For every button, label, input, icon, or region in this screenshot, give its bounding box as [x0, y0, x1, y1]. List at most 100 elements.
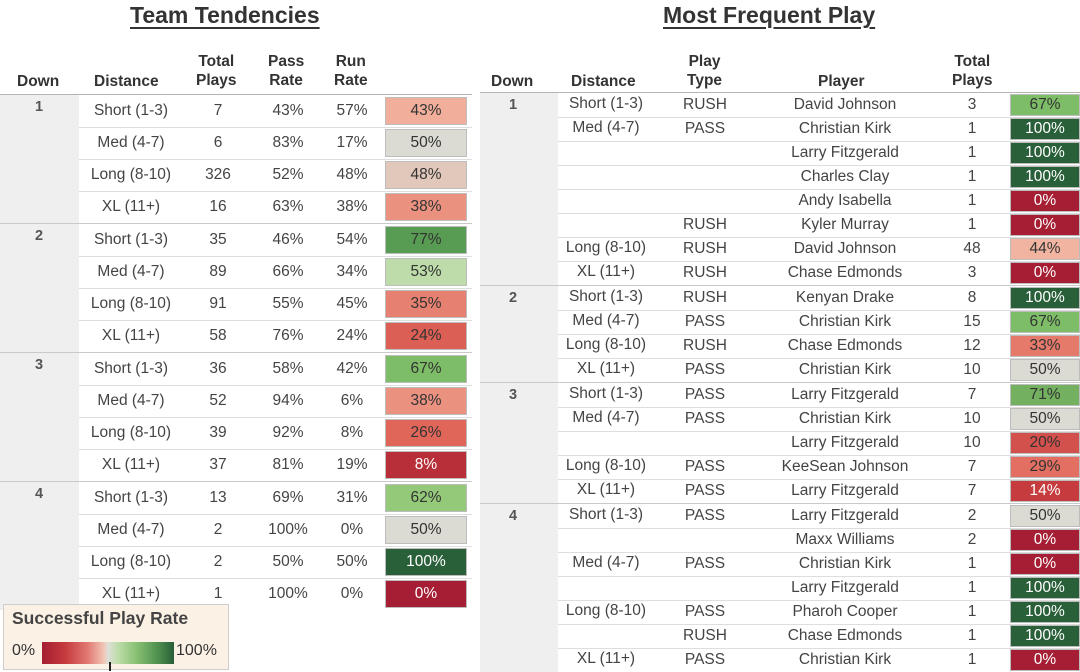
distance-cell: [558, 141, 654, 165]
table-row: Larry Fitzgerald 1 100%: [480, 141, 1080, 165]
success-rate-cell: 100%: [1010, 166, 1080, 188]
right-header-down: Down: [491, 73, 534, 90]
play-type-cell: RUSH: [683, 337, 727, 354]
distance-cell: Med (4-7): [572, 554, 640, 571]
total-plays-cell: 326: [205, 166, 231, 183]
total-plays-cell: 1: [967, 120, 977, 137]
success-rate-cell: 38%: [385, 387, 467, 415]
success-rate-cell: 50%: [1010, 408, 1080, 430]
total-plays-cell: 10: [963, 361, 981, 378]
distance-cell: Long (8-10): [565, 457, 647, 474]
pass-rate-cell: 100%: [268, 521, 308, 538]
table-row: Med (4-7) PASS Christian Kirk 10 50%: [480, 407, 1080, 431]
table-row: XL (11+) PASS Larry Fitzgerald 7 14%: [480, 479, 1080, 503]
player-cell: Kenyan Drake: [795, 289, 895, 306]
down-group: 1 Short (1-3) 7 43% 57% 43% Med (4-7) 6 83% 17% 50…: [0, 94, 472, 223]
table-row: Med (4-7) 52 94% 6% 38%: [0, 385, 472, 417]
distance-cell: Long (8-10): [90, 166, 172, 183]
total-plays-cell: 2: [967, 507, 977, 524]
success-rate-cell: 50%: [385, 516, 467, 544]
down-label: 2: [35, 228, 44, 244]
distance-cell: Short (1-3): [568, 288, 644, 305]
run-rate-cell: 54%: [336, 231, 368, 248]
player-cell: Christian Kirk: [798, 120, 892, 137]
total-plays-cell: 91: [209, 295, 227, 312]
player-cell: KeeSean Johnson: [781, 458, 909, 475]
down-group-background: [0, 482, 79, 610]
distance-cell: Med (4-7): [97, 392, 165, 409]
table-row: XL (11+) PASS Christian Kirk 1 0%: [480, 648, 1080, 672]
table-row: Long (8-10) 91 55% 45% 35%: [0, 288, 472, 320]
success-rate-cell: 100%: [385, 548, 467, 576]
total-plays-cell: 10: [963, 410, 981, 427]
distance-cell: Med (4-7): [572, 119, 640, 136]
success-rate-cell: 29%: [1010, 456, 1080, 478]
pass-rate-cell: 83%: [272, 134, 304, 151]
success-rate-cell: 100%: [1010, 601, 1080, 623]
distance-cell: [558, 528, 654, 552]
right-header-player: Player: [818, 73, 865, 90]
total-plays-cell: 1: [967, 555, 977, 572]
total-plays-cell: 1: [967, 168, 977, 185]
distance-cell: Long (8-10): [565, 239, 647, 256]
play-type-cell: RUSH: [683, 289, 727, 306]
legend-min-label: 0%: [12, 642, 36, 659]
play-type-cell: PASS: [684, 120, 726, 137]
table-row: XL (11+) 1 100% 0% 0%: [0, 578, 472, 610]
distance-cell: [558, 165, 654, 189]
success-rate-cell: 71%: [1010, 384, 1080, 406]
table-row: Andy Isabella 1 0%: [480, 189, 1080, 213]
table-row: XL (11+) 37 81% 19% 8%: [0, 449, 472, 481]
run-rate-cell: 19%: [336, 456, 368, 473]
total-plays-cell: 1: [967, 579, 977, 596]
table-row: Med (4-7) PASS Christian Kirk 1 0%: [480, 552, 1080, 576]
down-label: 2: [509, 290, 518, 306]
total-plays-cell: 15: [963, 313, 981, 330]
success-rate-cell: 0%: [1010, 649, 1080, 671]
success-rate-cell: 24%: [385, 322, 467, 350]
down-group: 1 Short (1-3) RUSH David Johnson 3 67% Med (4-…: [480, 92, 1080, 285]
left-chart-title: Team Tendencies: [130, 2, 320, 28]
total-plays-cell: 16: [209, 198, 227, 215]
play-type-cell: RUSH: [683, 240, 727, 257]
distance-cell: Med (4-7): [572, 312, 640, 329]
table-row: Short (1-3) PASS Larry Fitzgerald 2 50%: [480, 504, 1080, 528]
total-plays-cell: 3: [967, 264, 977, 281]
pass-rate-cell: 46%: [272, 231, 304, 248]
success-rate-cell: 0%: [1010, 553, 1080, 575]
play-type-cell: PASS: [684, 603, 726, 620]
down-label: 4: [35, 486, 44, 502]
right-header-play-type: Play Type: [687, 52, 722, 90]
success-rate-cell: 50%: [1010, 359, 1080, 381]
success-rate-cell: 62%: [385, 484, 467, 512]
total-plays-cell: 1: [967, 603, 977, 620]
total-plays-cell: 7: [967, 458, 977, 475]
distance-cell: Long (8-10): [90, 553, 172, 570]
play-type-cell: RUSH: [683, 264, 727, 281]
pass-rate-cell: 58%: [272, 360, 304, 377]
run-rate-cell: 17%: [336, 134, 368, 151]
down-label: 4: [509, 508, 518, 524]
distance-cell: Short (1-3): [93, 489, 169, 506]
distance-cell: [558, 576, 654, 600]
left-header-distance: Distance: [94, 73, 159, 90]
player-cell: Christian Kirk: [798, 555, 892, 572]
play-type-cell: [654, 431, 756, 455]
distance-cell: Short (1-3): [568, 385, 644, 402]
table-row: Larry Fitzgerald 10 20%: [480, 431, 1080, 455]
success-rate-cell: 100%: [1010, 142, 1080, 164]
player-cell: Larry Fitzgerald: [791, 386, 899, 403]
play-type-cell: PASS: [684, 313, 726, 330]
player-cell: David Johnson: [793, 240, 897, 257]
total-plays-cell: 58: [209, 327, 227, 344]
left-header-pass-rate-line1: Pass: [268, 53, 305, 70]
total-plays-cell: 2: [213, 553, 223, 570]
run-rate-cell: 24%: [336, 327, 368, 344]
success-rate-cell: 43%: [385, 97, 467, 125]
player-cell: Christian Kirk: [798, 410, 892, 427]
player-cell: Chase Edmonds: [787, 337, 903, 354]
pass-rate-cell: 81%: [272, 456, 304, 473]
play-type-cell: [654, 141, 756, 165]
player-cell: Andy Isabella: [798, 192, 892, 209]
success-rate-cell: 50%: [1010, 505, 1080, 527]
